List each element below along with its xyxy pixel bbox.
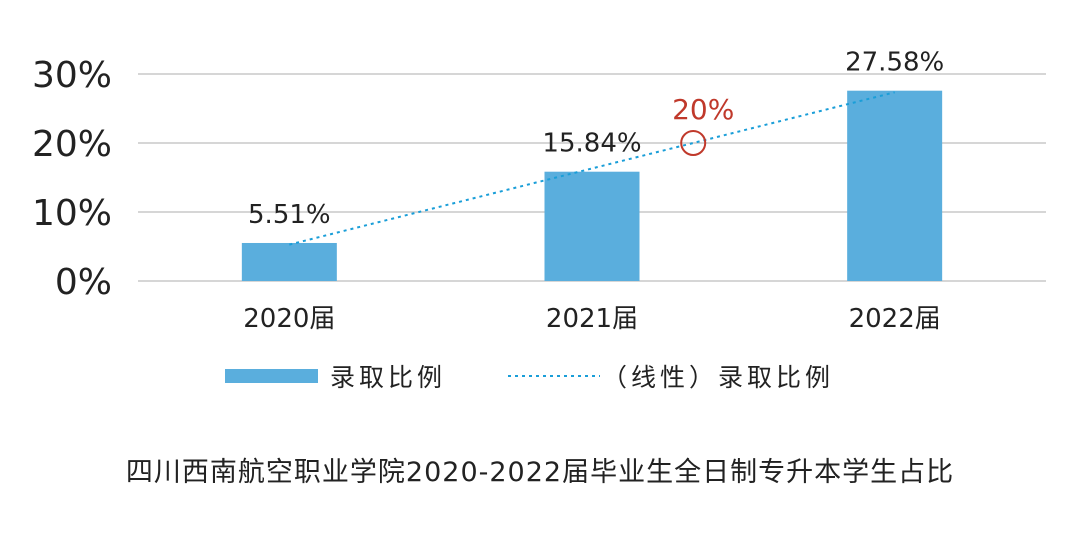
y-axis-tick-labels: 0% 10% 20% 30% [32, 55, 112, 303]
y-tick-label: 30% [32, 55, 112, 96]
bar-series [241, 90, 943, 281]
legend: 录取比例 （线性）录取比例 [225, 363, 834, 392]
x-axis-tick-labels: 2020届 2021届 2022届 [243, 304, 941, 334]
data-label: 5.51% [248, 200, 331, 230]
data-labels: 5.51% 15.84% 27.58% [248, 48, 944, 230]
bar [241, 242, 337, 281]
bar [544, 171, 640, 281]
bar [847, 90, 943, 281]
x-tick-label: 2022届 [849, 304, 941, 334]
chart-caption: 四川西南航空职业学院2020-2022届毕业生全日制专升本学生占比 [125, 457, 955, 488]
y-tick-label: 10% [32, 193, 112, 234]
data-label: 15.84% [542, 129, 641, 159]
trendline [289, 91, 895, 246]
annotation: 20% [672, 93, 734, 156]
x-tick-label: 2020届 [243, 304, 335, 334]
legend-swatch-bar [225, 369, 318, 383]
trendline-path [289, 91, 895, 246]
legend-label-bar: 录取比例 [330, 363, 446, 392]
data-label: 27.58% [845, 48, 944, 78]
y-tick-label: 0% [55, 262, 112, 303]
x-tick-label: 2021届 [546, 304, 638, 334]
legend-label-trendline: （线性）录取比例 [602, 363, 834, 392]
annotation-label: 20% [672, 93, 734, 126]
y-tick-label: 20% [32, 124, 112, 165]
annotation-circle [680, 130, 707, 156]
